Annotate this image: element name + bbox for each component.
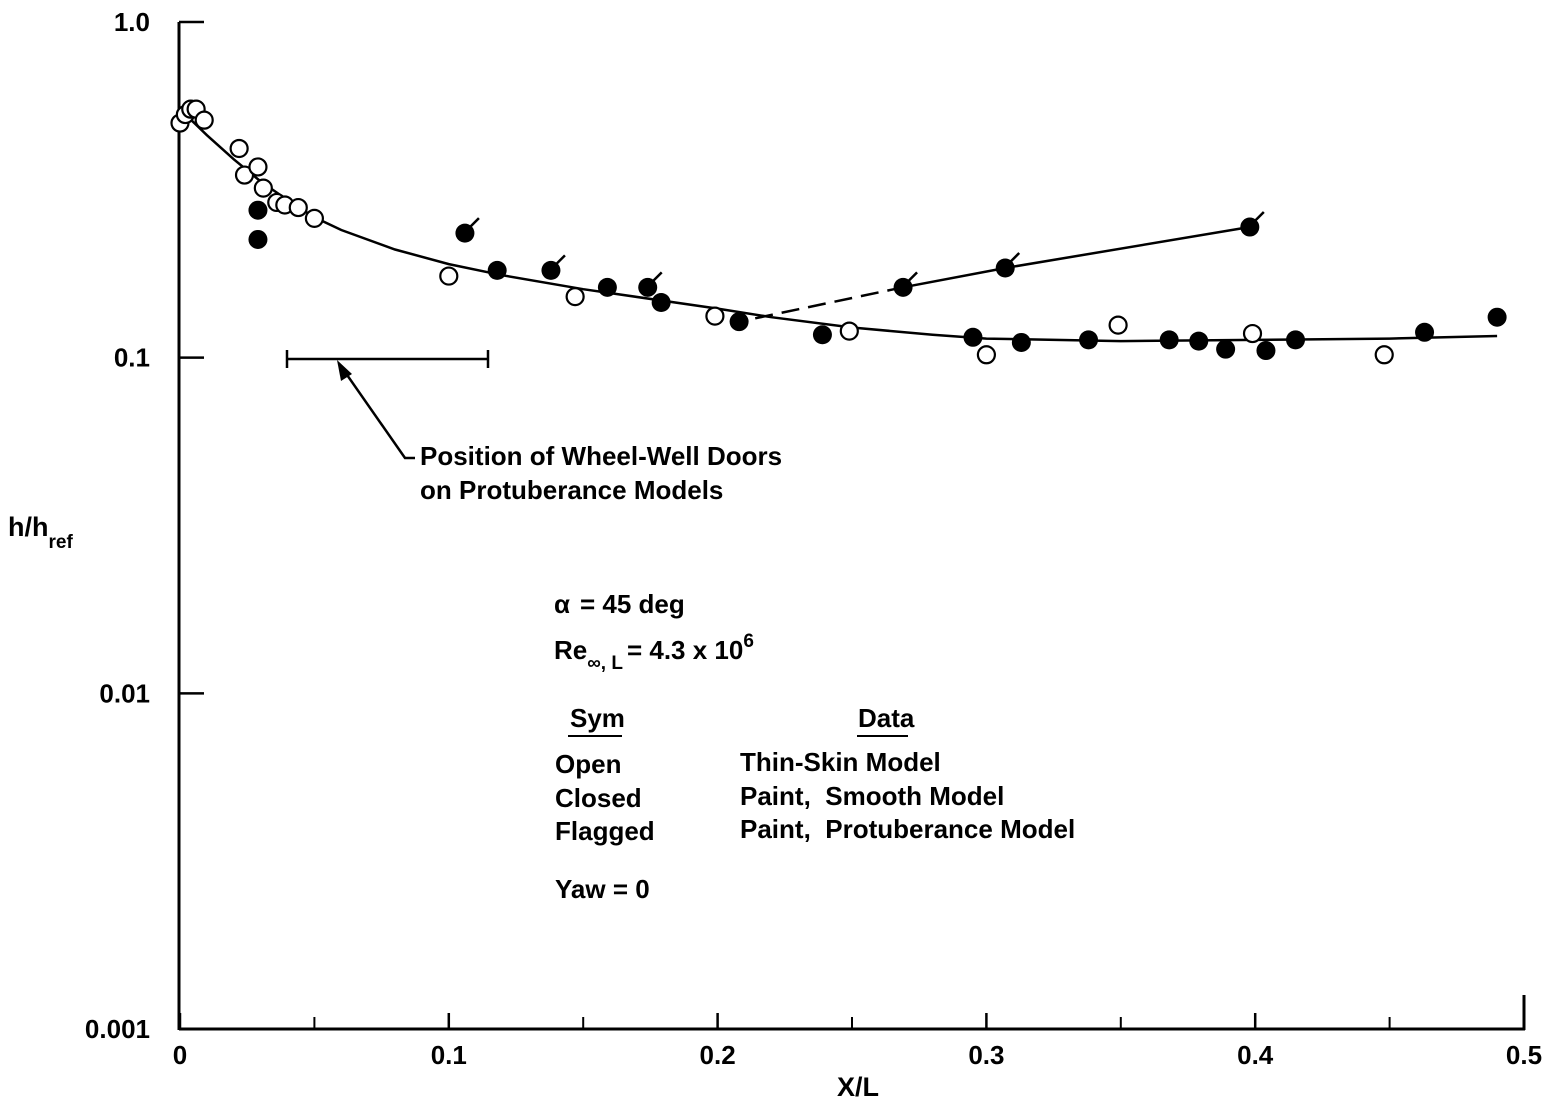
legend-header-sym: Sym bbox=[570, 703, 625, 733]
closed-circle-point bbox=[1487, 307, 1507, 327]
flagged-circle-point bbox=[541, 260, 561, 280]
annotation-line-1: Position of Wheel-Well Doors bbox=[420, 441, 782, 471]
x-tick-label: 0.1 bbox=[431, 1040, 467, 1070]
closed-circle-point bbox=[1286, 330, 1306, 350]
axes bbox=[177, 22, 1526, 1031]
open-circle-point bbox=[288, 197, 308, 218]
open-circle-point bbox=[705, 306, 725, 326]
closed-circle-point bbox=[1256, 341, 1276, 361]
closed-circle-point bbox=[248, 229, 268, 249]
alpha-condition: α = 45 deg bbox=[554, 589, 685, 619]
open-circle-point bbox=[1374, 345, 1394, 365]
open-circle-point bbox=[439, 266, 459, 286]
open-circle-point bbox=[253, 178, 273, 198]
y-tick-label: 0.01 bbox=[99, 678, 150, 708]
ticks: 0 0.1 0.2 0.3 0.4 0.5 0.001 0.01 0.1 1.0 bbox=[85, 7, 1542, 1070]
y-axis-title: h/href bbox=[8, 512, 73, 553]
closed-circle-point bbox=[963, 327, 983, 347]
data-points bbox=[170, 99, 1507, 365]
open-circle-point bbox=[1108, 315, 1128, 335]
legend-data-open: Thin-Skin Model bbox=[740, 747, 941, 777]
x-tick-label: 0.3 bbox=[968, 1040, 1004, 1070]
flag-mark bbox=[1253, 211, 1265, 222]
flag-mark bbox=[907, 271, 918, 283]
fit-curves bbox=[179, 108, 1498, 343]
flagged-circle-point bbox=[1240, 217, 1260, 237]
y-tick-label: 0.001 bbox=[85, 1014, 150, 1044]
trend-line bbox=[179, 108, 1498, 343]
flagged-circle-point bbox=[638, 277, 658, 297]
flagged-circle-point bbox=[893, 277, 913, 297]
closed-circle-point bbox=[729, 312, 749, 332]
open-circle-point bbox=[194, 110, 214, 130]
yaw-condition: Yaw = 0 bbox=[555, 874, 650, 904]
dashed-trend-line bbox=[754, 286, 904, 320]
y-tick-label: 1.0 bbox=[114, 7, 150, 37]
legend-data-closed: Paint, Smooth Model bbox=[740, 781, 1004, 811]
legend-data-flagged: Paint, Protuberance Model bbox=[740, 814, 1075, 844]
closed-circle-point bbox=[812, 325, 832, 345]
closed-circle-point bbox=[1189, 331, 1209, 351]
open-circle-point bbox=[565, 287, 585, 307]
legend-header-data: Data bbox=[858, 703, 915, 733]
legend-sym-flagged: Flagged bbox=[555, 816, 655, 846]
flagged-circle-point bbox=[455, 223, 475, 243]
closed-circle-point bbox=[1216, 339, 1236, 359]
x-tick-label: 0.4 bbox=[1237, 1040, 1274, 1070]
open-circle-point bbox=[976, 345, 997, 365]
x-axis-title: X/L bbox=[837, 1072, 879, 1102]
closed-circle-point bbox=[597, 277, 617, 297]
flag-mark bbox=[651, 271, 663, 283]
flagged-circle-point bbox=[995, 258, 1015, 278]
legend-sym-closed: Closed bbox=[555, 783, 642, 813]
open-circle-point bbox=[304, 208, 324, 228]
wheel-well-doors-marker bbox=[285, 350, 490, 368]
trend-line bbox=[902, 225, 1251, 289]
x-tick-label: 0.5 bbox=[1506, 1040, 1542, 1070]
flag-mark bbox=[469, 217, 480, 228]
annotation-arrow bbox=[337, 360, 415, 460]
annotation-line-2: on Protuberance Models bbox=[420, 475, 723, 505]
open-circle-point bbox=[229, 138, 249, 159]
closed-circle-point bbox=[1159, 330, 1179, 350]
open-circle-point bbox=[248, 157, 268, 177]
open-circle-point bbox=[839, 321, 859, 341]
y-tick-label: 0.1 bbox=[114, 343, 150, 373]
reynolds-condition: Re∞, L = 4.3 x 106 bbox=[554, 631, 754, 674]
closed-circle-point bbox=[248, 200, 268, 220]
x-tick-label: 0 bbox=[173, 1040, 187, 1070]
flag-mark bbox=[1009, 252, 1021, 263]
open-circle-point bbox=[1242, 323, 1263, 344]
flag-mark bbox=[555, 254, 566, 266]
closed-circle-point bbox=[1415, 322, 1435, 342]
legend: Sym Data Open Thin-Skin Model Closed Pai… bbox=[555, 703, 1075, 846]
closed-circle-point bbox=[1079, 330, 1099, 350]
closed-circle-point bbox=[487, 260, 507, 280]
closed-circle-point bbox=[651, 292, 671, 312]
x-tick-label: 0.2 bbox=[700, 1040, 736, 1070]
closed-circle-point bbox=[1011, 332, 1031, 352]
legend-sym-open: Open bbox=[555, 749, 621, 779]
